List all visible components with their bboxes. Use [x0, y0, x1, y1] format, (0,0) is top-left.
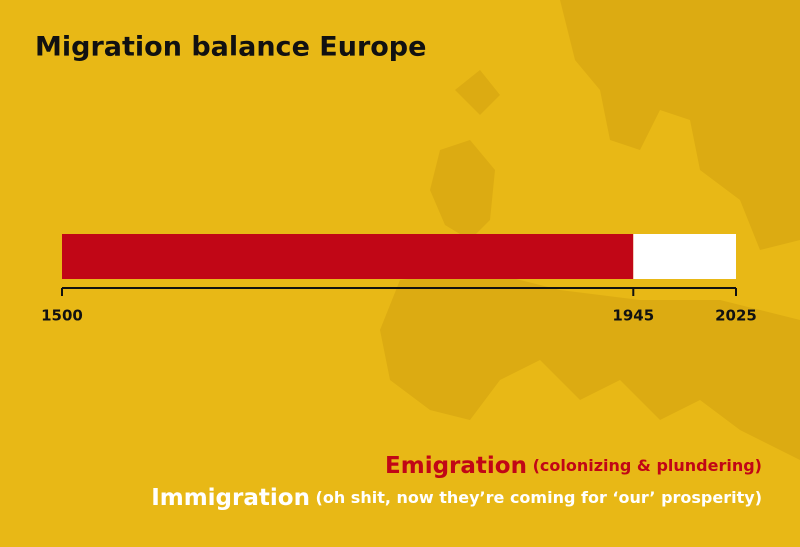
x-tick-label: 2025	[715, 307, 757, 325]
legend-name: Emigration	[385, 453, 527, 479]
chart-title: Migration balance Europe	[35, 32, 426, 63]
legend-entry: Immigration (oh shit, now they’re coming…	[151, 485, 762, 511]
segment	[633, 234, 736, 279]
legend-detail: (colonizing & plundering)	[533, 456, 762, 475]
segment	[62, 234, 634, 279]
x-tick-label: 1500	[41, 307, 83, 325]
map-decoration	[380, 0, 800, 460]
legend-name: Immigration	[151, 485, 310, 511]
legend-entry: Emigration (colonizing & plundering)	[385, 453, 762, 479]
x-tick-label: 1945	[612, 307, 654, 325]
legend-detail: (oh shit, now they’re coming for ‘our’ p…	[316, 488, 762, 507]
